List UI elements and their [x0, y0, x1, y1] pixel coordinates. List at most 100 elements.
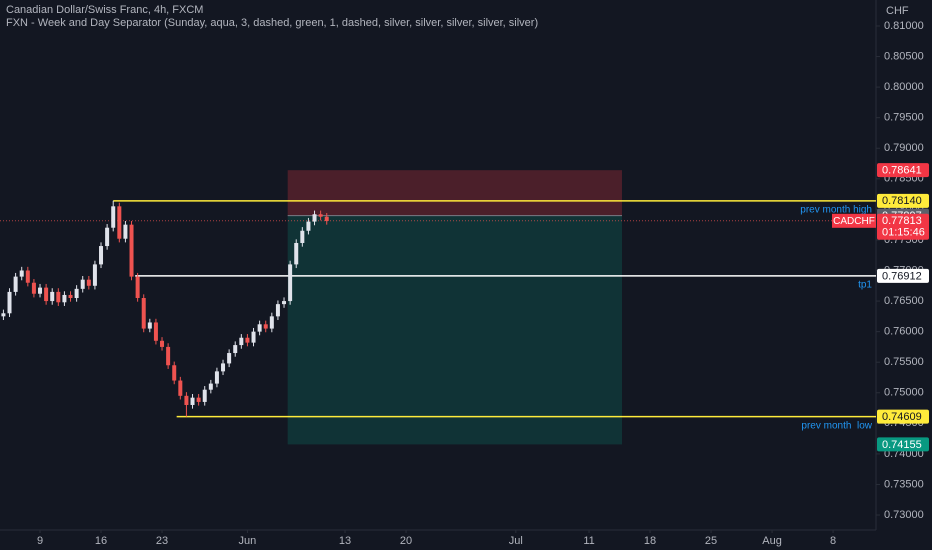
chart-title: Canadian Dollar/Swiss Franc, 4h, FXCM [6, 4, 203, 16]
candle-body [129, 224, 134, 277]
y-tick-label: 0.80500 [884, 50, 924, 62]
candle-body [178, 380, 183, 396]
target-zone [287, 215, 622, 445]
candle-body [324, 216, 329, 221]
candle-body [160, 340, 165, 347]
x-tick-label: 13 [339, 535, 351, 547]
x-tick-label: Jun [239, 535, 257, 547]
symbol-bg [832, 213, 876, 228]
countdown: 01:15:46 [882, 227, 925, 239]
candle-body [172, 365, 177, 381]
candle-body [111, 206, 116, 228]
candle-body [38, 287, 43, 294]
candle-body [147, 322, 152, 329]
x-tick-label: 23 [156, 535, 168, 547]
x-tick-label: 18 [644, 535, 656, 547]
last-price-bg [877, 213, 929, 240]
candle-body [99, 246, 104, 265]
indicator-legend: FXN - Week and Day Separator (Sunday, aq… [6, 17, 538, 29]
candle-body [50, 291, 55, 302]
x-tick-label: 25 [705, 535, 717, 547]
level-label: prev month high [800, 204, 872, 215]
candle-body [7, 291, 12, 314]
candle-body [318, 214, 323, 217]
candle-body [275, 304, 280, 317]
y-tick-label: 0.75500 [884, 356, 924, 368]
candle-body [123, 224, 128, 239]
candle-body [300, 230, 305, 243]
candle-body [288, 264, 293, 302]
candle-body [56, 291, 61, 303]
y-tick-label: 0.76500 [884, 295, 924, 307]
candle-body [196, 397, 201, 402]
level-price-bg [877, 193, 929, 208]
stop-price-bg [877, 163, 929, 178]
candle-body [312, 214, 317, 222]
last-price: 0.77813 [882, 215, 922, 227]
candle-body [80, 279, 85, 289]
level-price-bg [877, 409, 929, 424]
candle-body [245, 337, 250, 343]
x-tick-label: 20 [400, 535, 412, 547]
x-tick-label: Jul [509, 535, 523, 547]
level-price: 0.78140 [882, 195, 922, 207]
y-tick-label: 0.73000 [884, 509, 924, 521]
candle-body [269, 316, 274, 329]
candle-body [92, 264, 97, 286]
candle-body [117, 206, 122, 239]
stop-zone [287, 170, 622, 216]
level-label: prev month low [801, 420, 872, 431]
candle-body [208, 383, 213, 390]
candle-body [227, 353, 232, 364]
target-price: 0.74155 [882, 439, 922, 451]
candle-body [233, 345, 238, 354]
x-tick-label: 11 [583, 535, 594, 547]
x-tick-label: 16 [95, 535, 107, 547]
candle-body [13, 276, 18, 292]
candle-body [74, 288, 79, 299]
candle-body [105, 227, 110, 247]
x-tick-label: Aug [762, 535, 782, 547]
candle-body [221, 363, 226, 372]
candle-body [214, 371, 219, 384]
candle-body [184, 395, 189, 405]
level-price: 0.76912 [882, 270, 922, 282]
candle-body [68, 294, 73, 299]
candle-body [263, 324, 268, 329]
level-price-bg [877, 268, 929, 283]
candle-body [166, 346, 171, 366]
target-price-bg [877, 437, 929, 452]
level-price: 0.74609 [882, 411, 922, 423]
y-tick-label: 0.75000 [884, 387, 924, 399]
candle-body [239, 337, 244, 346]
x-tick-label: 9 [37, 535, 43, 547]
y-tick-label: 0.81000 [884, 20, 924, 32]
candle-body [62, 294, 67, 303]
candle-body [31, 282, 36, 294]
candle-body [306, 221, 311, 231]
candle-body [135, 276, 140, 299]
candle-body [86, 279, 91, 286]
symbol-label: CADCHF [833, 216, 875, 227]
x-tick-label: 8 [830, 535, 836, 547]
candle-body [282, 301, 287, 305]
y-tick-label: 0.80000 [884, 81, 924, 93]
candle-body [251, 331, 256, 343]
candle-body [190, 397, 195, 405]
y-tick-label: 0.79500 [884, 112, 924, 124]
level-label: tp1 [858, 280, 872, 291]
y-axis-label: CHF [886, 5, 909, 17]
y-tick-label: 0.76000 [884, 326, 924, 338]
candle-body [257, 324, 262, 332]
candle-body [294, 242, 299, 265]
stop-price: 0.78641 [882, 165, 922, 177]
y-tick-label: 0.79000 [884, 142, 924, 154]
candle-body [44, 287, 49, 302]
candle-body [202, 389, 207, 402]
candle-body [141, 298, 146, 329]
candle-body [1, 313, 6, 317]
candle-body [19, 270, 24, 277]
